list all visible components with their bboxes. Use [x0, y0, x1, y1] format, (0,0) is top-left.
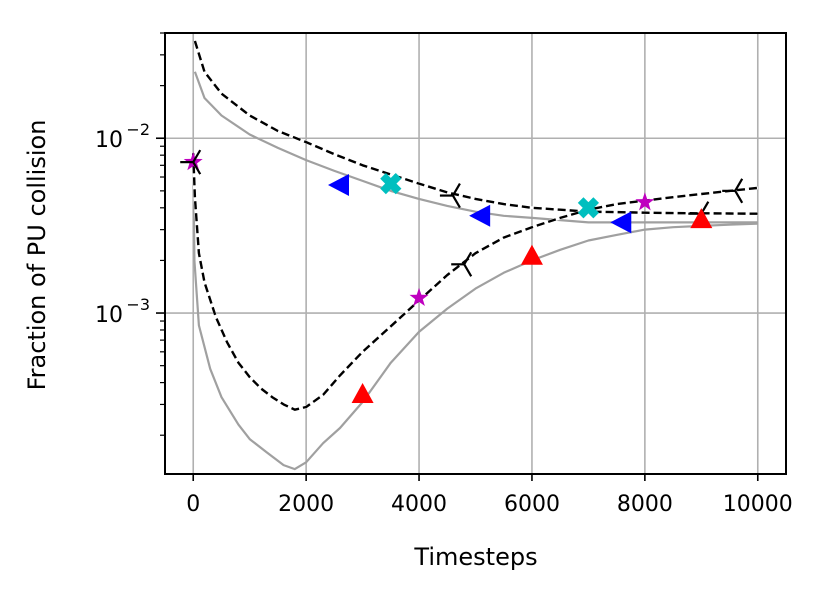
marker-layer — [180, 149, 744, 403]
marker-triangle-up — [351, 382, 374, 403]
marker-x-filled — [380, 173, 402, 195]
grid-layer — [165, 33, 786, 474]
series-line-grey — [192, 153, 758, 471]
marker-tri-arm — [192, 149, 202, 163]
marker-tri-arm — [734, 190, 744, 204]
marker-x-filled — [577, 197, 600, 219]
x-tick-label: 4000 — [391, 492, 447, 517]
marker-tri-left — [722, 178, 744, 204]
marker-tri-arm — [463, 263, 473, 277]
series-layer — [191, 40, 758, 471]
marker-triangle-up — [690, 208, 713, 229]
y-axis-label: Fraction of PU collision — [23, 120, 51, 391]
plot-frame — [164, 32, 787, 475]
marker-triangle-left — [610, 211, 632, 234]
marker-x-bar — [380, 173, 402, 195]
marker-tri-left — [180, 149, 202, 175]
x-axis-label: Timesteps — [413, 543, 537, 571]
y-tick-label: 10 — [95, 303, 123, 328]
marker-tri-arm — [192, 161, 202, 175]
marker-tri-left — [451, 251, 473, 277]
marker-star — [635, 192, 655, 211]
x-tick-label: 6000 — [504, 492, 560, 517]
x-tick-label: 8000 — [617, 492, 673, 517]
x-tick-label: 0 — [186, 492, 200, 517]
series-line-under — [193, 40, 758, 216]
series-line-dashed — [193, 40, 758, 215]
x-tick-label: 10000 — [723, 492, 793, 517]
y-ticks: 10−210−3 — [95, 32, 165, 436]
x-ticks: 0 2000 4000 6000 8000 10000 — [186, 474, 793, 517]
series-line-under — [191, 153, 758, 412]
marker-triangle-left — [328, 174, 350, 197]
y-tick-exponent: −3 — [126, 295, 150, 314]
marker-tri-arm — [451, 183, 461, 197]
marker-tri-left — [439, 183, 461, 209]
marker-triangle-left — [469, 204, 491, 227]
marker-tri-arm — [451, 195, 461, 209]
series-line-grey — [193, 71, 758, 224]
x-tick-label: 2000 — [278, 492, 334, 517]
y-tick-label: 10 — [95, 128, 123, 153]
y-tick-exponent: −2 — [126, 120, 150, 139]
marker-tri-arm — [463, 251, 473, 265]
series-line-dashed — [192, 153, 758, 411]
marker-tri-arm — [734, 178, 744, 192]
marker-x-bar — [577, 197, 600, 219]
marker-triangle-up — [520, 244, 543, 265]
marker-star — [409, 287, 429, 306]
